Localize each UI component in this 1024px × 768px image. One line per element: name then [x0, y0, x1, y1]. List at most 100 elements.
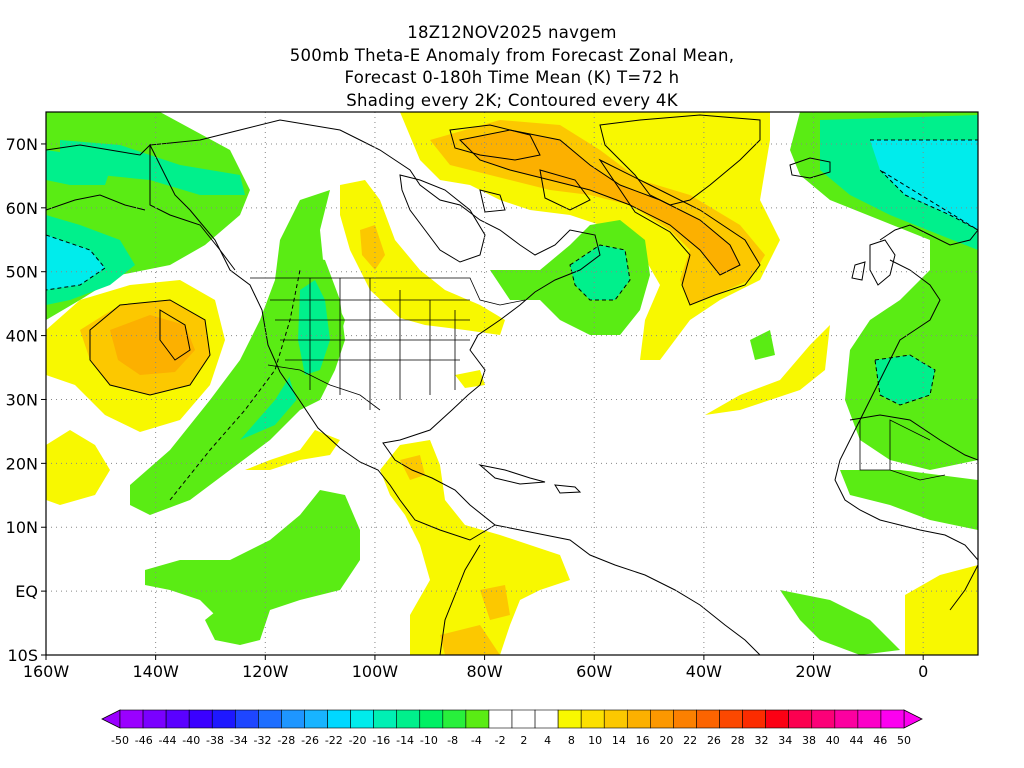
contour-greenland-outer — [598, 158, 761, 306]
colorbar-swatch-12 — [396, 709, 421, 729]
shade-atl-green — [750, 330, 775, 360]
coast-uk — [851, 239, 896, 286]
coast-south-america — [439, 524, 761, 655]
colorbar-label-16: -2 — [495, 734, 506, 747]
colorbar-label-12: -14 — [396, 734, 414, 747]
colorbar-label-27: 32 — [754, 734, 768, 747]
colorbar-label-3: -40 — [182, 734, 200, 747]
colorbar-label-31: 44 — [849, 734, 863, 747]
colorbar-label-29: 38 — [802, 734, 816, 747]
colorbar-label-10: -20 — [349, 734, 367, 747]
y-tick-label-6: 10N — [6, 518, 38, 537]
colorbar-swatch-0 — [119, 709, 144, 729]
x-tick-label-7: 20W — [795, 662, 831, 681]
y-tick-label-8: 10S — [7, 646, 38, 665]
contour-subtrop — [169, 269, 301, 501]
colorbar-label-28: 34 — [778, 734, 792, 747]
colorbar: -50 -46 -44 -40 -38 -34 -32 -28 -26 -22 -20 -16 -14-… — [101, 709, 923, 747]
shade-west-us-cyan — [298, 280, 330, 375]
colorbar-label-5: -34 — [230, 734, 248, 747]
shade-pac-orange-2 — [110, 315, 195, 375]
colorbar-label-15: -4 — [471, 734, 482, 747]
colorbar-swatch-15 — [465, 709, 490, 729]
colorbar-swatch-28 — [765, 709, 790, 729]
colorbar-swatch-19 — [557, 709, 582, 729]
colorbar-swatch-22 — [626, 709, 651, 729]
colorbar-label-32: 46 — [873, 734, 887, 747]
colorbar-swatch-4 — [211, 709, 236, 729]
map-plot: 160W 140W 120W 100W 80W 60W 40W 20W 0 70N 60N 50N 40… — [6, 111, 979, 681]
shade-sa-orange-2 — [480, 585, 510, 620]
axis-labels: 160W 140W 120W 100W 80W 60W 40W 20W 0 70N 60N 50N 40… — [6, 135, 929, 681]
coast-arctic-islands — [449, 124, 591, 213]
shade-africa-green — [840, 470, 978, 530]
colorbar-swatch-7 — [281, 709, 305, 729]
contour-medit — [874, 354, 936, 406]
coastline-layer — [46, 114, 978, 655]
x-tick-label-1: 140W — [132, 662, 179, 681]
colorbar-swatch-29 — [788, 709, 813, 729]
colorbar-label-24: 22 — [683, 734, 697, 747]
colorbar-label-8: -26 — [301, 734, 319, 747]
colorbar-label-21: 14 — [612, 734, 626, 747]
border-us-mexico — [267, 364, 381, 411]
contour-npac — [46, 234, 106, 291]
colorbar-swatch-31 — [834, 709, 859, 729]
border-us-canada — [250, 277, 526, 306]
colorbar-label-17: 2 — [520, 734, 527, 747]
shade-sa-orange — [400, 455, 425, 480]
colorbar-label-23: 20 — [659, 734, 673, 747]
colorbar-swatch-21 — [603, 709, 628, 729]
shade-itcz-green — [145, 490, 360, 645]
colorbar-swatch-13 — [419, 709, 444, 729]
colorbar-label-13: -10 — [420, 734, 438, 747]
title-line-1: 18Z12NOV2025 navgem — [407, 23, 617, 42]
y-tick-label-4: 30N — [6, 390, 38, 409]
colorbar-swatch-32 — [857, 709, 882, 729]
colorbar-arrow-left — [101, 709, 121, 729]
colorbar-swatch-33 — [880, 709, 905, 729]
shade-greenland-orange-2 — [460, 130, 740, 275]
colorbar-swatch-25 — [696, 709, 720, 729]
plot-frame — [45, 111, 979, 656]
shade-ne-cyan — [570, 245, 630, 300]
contour-pac — [89, 299, 211, 396]
colorbar-swatch-17 — [511, 709, 536, 729]
colorbar-label-25: 26 — [707, 734, 721, 747]
colorbar-labels: -50 -46 -44 -40 -38 -34 -32 -28 -26 -22 -20 -16 -14-… — [111, 734, 911, 747]
x-tick-label-5: 60W — [576, 662, 612, 681]
colorbar-swatch-6 — [258, 709, 282, 729]
y-tick-label-2: 50N — [6, 263, 38, 282]
colorbar-label-26: 28 — [731, 734, 745, 747]
colorbar-arrow-right — [903, 709, 923, 729]
political-borders — [149, 145, 946, 481]
coast-north-america — [149, 119, 601, 541]
shade-canada-yellow — [340, 180, 505, 335]
y-tick-label-1: 60N — [6, 199, 38, 218]
colorbar-swatch-20 — [580, 709, 605, 729]
coast-europe — [834, 224, 978, 561]
chart-title: 18Z12NOV2025 navgem 500mb Theta-E Anomal… — [0, 22, 1024, 112]
x-tick-label-0: 160W — [23, 662, 70, 681]
contour-europe — [870, 139, 978, 231]
colorbar-swatch-11 — [373, 709, 398, 729]
colorbar-swatch-10 — [350, 709, 374, 729]
colorbar-swatch-23 — [650, 709, 674, 729]
coast-cuba — [478, 464, 582, 494]
shade-npac-cyan-2 — [46, 235, 105, 290]
title-line-4: Shading every 2K; Contoured every 4K — [346, 90, 678, 110]
shade-atl-yellow — [705, 325, 830, 415]
x-tick-label-3: 100W — [352, 662, 399, 681]
colorbar-label-0: -50 — [111, 734, 129, 747]
x-tick-label-4: 80W — [466, 662, 502, 681]
contour-pac-inner — [159, 309, 191, 361]
y-tick-label-5: 20N — [6, 454, 38, 473]
shade-canada-orange — [360, 225, 385, 270]
y-tick-label-0: 70N — [6, 135, 38, 154]
shade-sa-yellow — [380, 440, 570, 655]
title-line-3: Forecast 0-180h Time Mean (K) T=72 h — [344, 68, 680, 87]
shade-wpac-yellow-2 — [245, 430, 340, 470]
colorbar-label-14: -8 — [447, 734, 458, 747]
colorbar-swatch-9 — [327, 709, 351, 729]
title-line-2: 500mb Theta-E Anomaly from Forecast Zona… — [289, 45, 735, 65]
